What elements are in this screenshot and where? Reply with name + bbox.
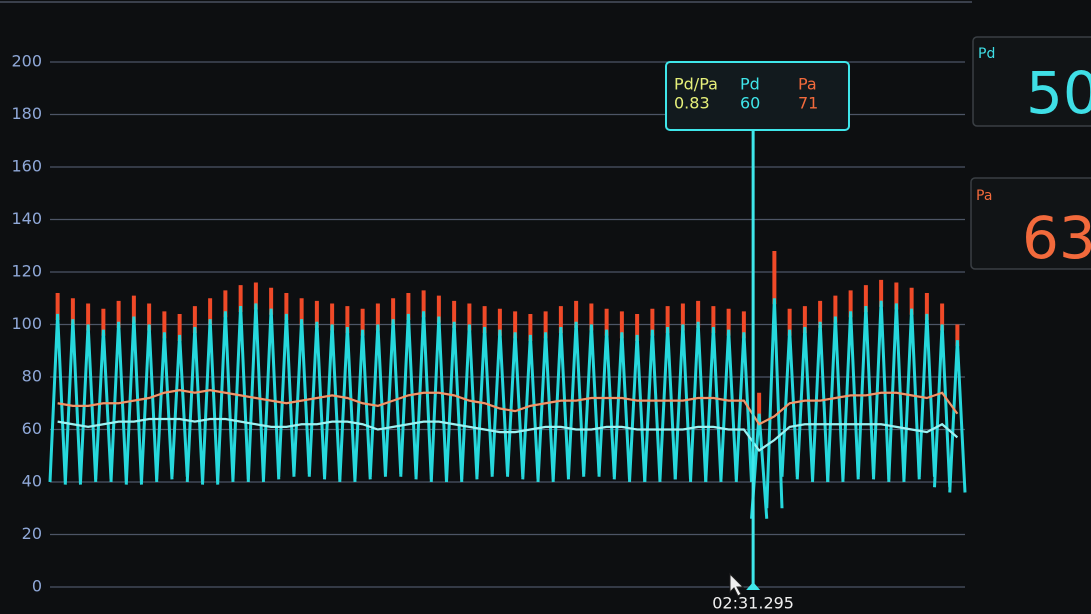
pd-beat <box>734 332 753 483</box>
pd-beat <box>811 321 830 483</box>
panel-value: 63 <box>1022 204 1091 272</box>
pd-beat <box>475 327 494 477</box>
panel-box <box>972 36 1091 127</box>
pd-beat <box>109 321 128 483</box>
pd-beat <box>277 313 296 477</box>
pa-panel: Pa 63 <box>970 177 1091 272</box>
pd-beat <box>353 329 372 480</box>
pd-beat <box>445 321 464 483</box>
mouse-pointer <box>729 572 745 597</box>
pd-beat <box>185 327 204 483</box>
pa-label: Pa <box>798 75 817 94</box>
pd-beat <box>323 324 342 480</box>
pd-beat <box>887 303 906 483</box>
pd-beat <box>216 311 235 483</box>
pd-beat <box>490 329 509 475</box>
panel-value: 50 <box>1026 59 1091 127</box>
pa-mean-line <box>57 389 959 426</box>
pd-beat <box>795 327 814 480</box>
pd-beat <box>94 329 113 480</box>
plot <box>48 251 967 519</box>
pd-beat <box>536 332 555 483</box>
y-tick-label: 0 <box>32 577 42 596</box>
pd-beat <box>338 327 357 483</box>
y-tick-label: 140 <box>11 209 42 228</box>
pd-beat <box>582 324 601 475</box>
pd-beat <box>124 316 143 485</box>
pd-beat <box>765 298 784 509</box>
pd-beat <box>902 308 921 480</box>
cursor[interactable]: Pd/Pa 0.83 Pd 60 Pa 71 02:31.295 <box>665 61 850 613</box>
pd-beat <box>429 316 448 483</box>
panel-label: Pa <box>976 188 992 204</box>
pd-beat <box>933 324 952 488</box>
pd-beat <box>384 319 403 475</box>
pd-beat <box>63 319 82 485</box>
pd-beat <box>917 313 936 477</box>
pd-beat <box>170 334 189 477</box>
y-tick-label: 20 <box>22 524 42 543</box>
cursor-time: 02:31.295 <box>712 594 794 613</box>
pa-value: 71 <box>798 94 818 113</box>
pd-beat <box>567 321 586 477</box>
pd-beat <box>628 334 647 483</box>
panel-label: Pd <box>978 46 995 62</box>
pd-beat <box>704 327 723 483</box>
pd-mean-line <box>57 417 959 453</box>
pd-beat <box>368 324 387 477</box>
pd-beat <box>79 324 98 483</box>
pd-beat <box>155 332 174 480</box>
y-tick-label: 40 <box>22 472 42 491</box>
pd-beat <box>612 332 631 480</box>
pd-value: 60 <box>740 94 760 113</box>
y-tick-label: 180 <box>11 104 42 123</box>
pd-panel: Pd 50 <box>972 36 1091 127</box>
cursor-tooltip <box>665 61 850 131</box>
grid: 0 20 40 60 80 100 120 140 160 180 200 <box>11 52 965 596</box>
y-tick-label: 100 <box>11 314 42 333</box>
pd-beat <box>262 308 281 480</box>
y-tick-label: 80 <box>22 367 42 386</box>
pd-beat <box>856 306 875 477</box>
pd-beat <box>872 300 891 480</box>
y-tick-label: 60 <box>22 419 42 438</box>
pd-beat <box>643 329 662 483</box>
y-tick-label: 120 <box>11 262 42 281</box>
cursor-handle[interactable] <box>746 582 761 590</box>
ratio-value: 0.83 <box>674 94 710 113</box>
y-tick-label: 200 <box>11 52 42 71</box>
pd-beat <box>292 319 311 475</box>
pd-beat <box>826 316 845 483</box>
pd-beat <box>780 329 799 477</box>
pd-label: Pd <box>740 75 760 94</box>
pd-beat <box>506 332 525 477</box>
pd-beat <box>48 313 67 483</box>
y-tick-label: 160 <box>11 157 42 176</box>
panel-box <box>970 177 1091 270</box>
ratio-label: Pd/Pa <box>674 75 718 94</box>
pd-beat <box>140 324 159 483</box>
pd-beat <box>201 319 220 485</box>
pd-beat <box>948 340 967 493</box>
